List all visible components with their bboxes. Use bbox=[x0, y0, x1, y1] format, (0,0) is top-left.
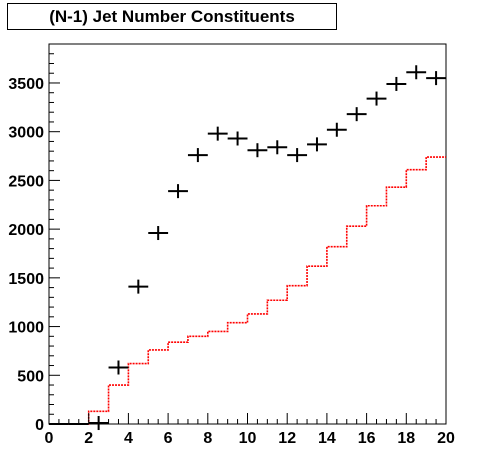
x-tick-label: 2 bbox=[84, 430, 93, 447]
x-tick-label: 4 bbox=[124, 430, 133, 447]
data-point bbox=[187, 148, 208, 163]
step-series-line bbox=[49, 156, 446, 425]
chart-title: (N-1) Jet Number Constituents bbox=[7, 3, 337, 30]
data-point bbox=[108, 360, 129, 375]
data-point bbox=[346, 107, 367, 122]
data-point bbox=[406, 65, 427, 80]
data-point bbox=[287, 148, 308, 163]
x-tick-label: 12 bbox=[278, 430, 296, 447]
data-point bbox=[326, 122, 347, 137]
y-tick-label: 0 bbox=[35, 417, 44, 434]
x-tick-label: 14 bbox=[318, 430, 336, 447]
y-tick-label: 500 bbox=[17, 368, 44, 385]
data-point bbox=[426, 71, 446, 86]
data-point bbox=[128, 279, 149, 294]
y-tick-label: 1500 bbox=[8, 271, 44, 288]
y-tick-label: 2000 bbox=[8, 222, 44, 239]
y-tick-label: 2500 bbox=[8, 173, 44, 190]
x-tick-label: 8 bbox=[203, 430, 212, 447]
x-tick-label: 20 bbox=[437, 430, 455, 447]
x-tick-label: 0 bbox=[45, 430, 54, 447]
y-tick-label: 3000 bbox=[8, 125, 44, 142]
y-tick-label: 1000 bbox=[8, 320, 44, 337]
y-tick-label: 3500 bbox=[8, 76, 44, 93]
x-tick-label: 16 bbox=[358, 430, 376, 447]
data-point bbox=[227, 131, 248, 146]
data-point bbox=[168, 184, 188, 199]
x-tick-label: 6 bbox=[164, 430, 173, 447]
data-point bbox=[247, 143, 268, 158]
x-tick-label: 10 bbox=[239, 430, 257, 447]
x-tick-label: 18 bbox=[397, 430, 415, 447]
data-point bbox=[207, 126, 228, 141]
data-point bbox=[267, 140, 288, 155]
data-point bbox=[366, 91, 387, 106]
data-point bbox=[386, 76, 407, 91]
data-point bbox=[307, 137, 327, 152]
data-point bbox=[148, 226, 169, 241]
